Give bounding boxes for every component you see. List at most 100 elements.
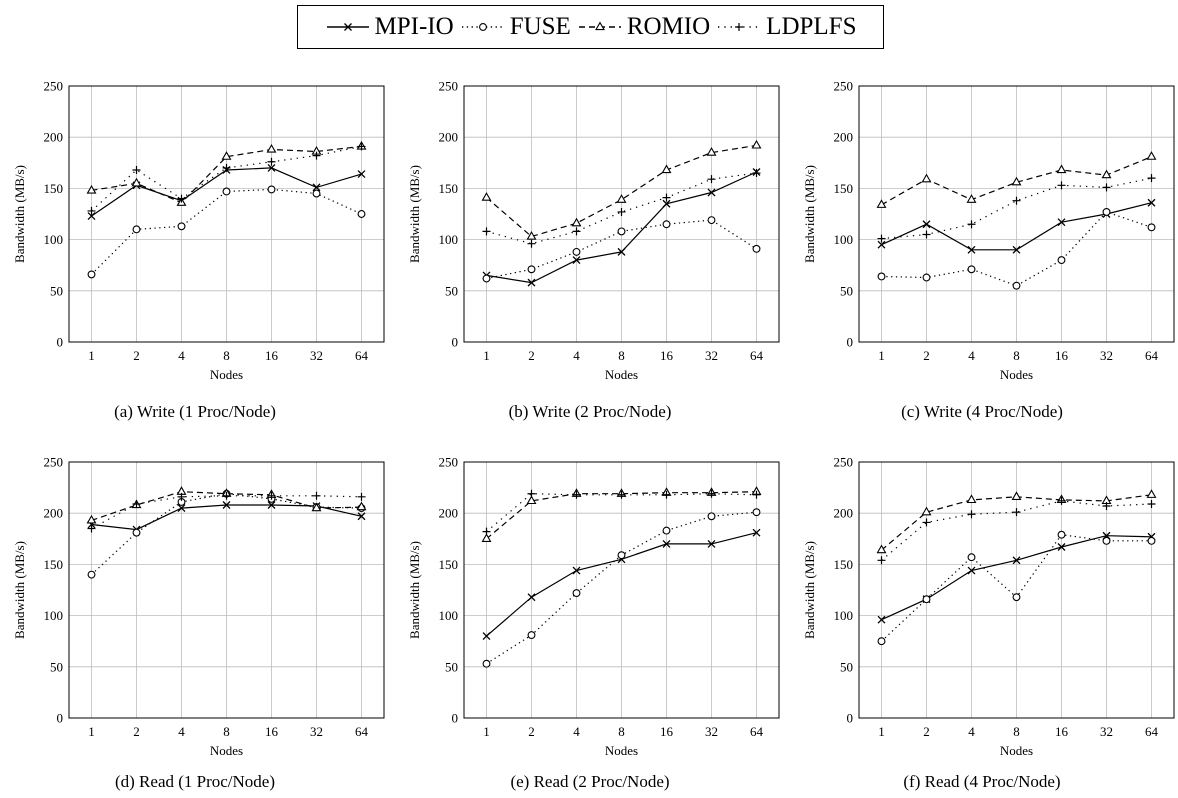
data-point-mpi-io	[617, 247, 626, 256]
data-point-mpi-io	[967, 566, 976, 575]
data-point-fuse	[357, 210, 366, 218]
y-axis-label: Bandwidth (MB/s)	[12, 165, 27, 263]
data-point-fuse	[707, 216, 716, 225]
data-point-ldplfs	[527, 489, 536, 498]
chart-legend: MPI-IO FUSE ROMIO LDPLFS	[297, 5, 884, 49]
data-point-ldplfs	[222, 163, 231, 172]
data-point-fuse	[752, 244, 761, 253]
x-axis-label: Nodes	[210, 743, 243, 758]
data-point-mpi-io	[222, 501, 231, 509]
y-axis-label: Bandwidth (MB/s)	[407, 541, 422, 639]
data-point-fuse	[132, 225, 141, 234]
chart-panel-d: 1 2 4 8 16 32 64 0 50 100 150 200 250 Nodes Bandwidth …	[0, 448, 395, 773]
plot-frame	[858, 85, 1175, 343]
data-point-romio	[921, 506, 932, 516]
data-point-ldplfs	[132, 165, 141, 174]
legend-label: LDPLFS	[766, 13, 857, 40]
legend-marker-romio	[594, 21, 605, 31]
legend-item-fuse: FUSE	[460, 13, 571, 41]
caption-c: (c) Write (4 Proc/Node)	[901, 402, 1063, 421]
data-point-ldplfs	[1057, 496, 1066, 505]
data-point-mpi-io	[177, 504, 186, 513]
plot-frame	[858, 461, 1175, 719]
series-romio	[876, 151, 1157, 208]
x-axis-label: Nodes	[1000, 367, 1033, 382]
data-point-fuse	[877, 637, 886, 646]
x-axis-label: Nodes	[605, 743, 638, 758]
data-point-romio	[876, 544, 887, 554]
data-point-fuse	[572, 589, 581, 598]
y-tick-label: 150	[439, 181, 459, 196]
data-point-romio	[1011, 176, 1022, 186]
data-point-ldplfs	[922, 230, 931, 239]
data-point-ldplfs	[1147, 174, 1156, 183]
x-axis-label: Nodes	[1000, 743, 1033, 758]
x-tick-label: 2	[528, 348, 535, 363]
data-point-ldplfs	[177, 194, 186, 203]
series-romio	[86, 486, 367, 524]
y-tick-label: 250	[44, 455, 64, 470]
series-fuse	[877, 530, 1156, 646]
series-mpi-io	[482, 168, 761, 287]
y-tick-label: 0	[847, 335, 854, 350]
data-point-romio	[921, 173, 932, 183]
data-point-mpi-io	[1057, 218, 1066, 227]
data-point-romio	[526, 231, 537, 240]
data-point-mpi-io	[662, 199, 671, 208]
x-tick-label: 64	[355, 724, 369, 739]
x-tick-label: 4	[573, 724, 580, 739]
x-tick-label: 32	[1100, 724, 1113, 739]
x-tick-label: 32	[310, 348, 323, 363]
y-tick-label: 100	[834, 232, 854, 247]
legend-swatch-ldplfs	[718, 23, 761, 31]
data-point-romio	[356, 501, 367, 511]
x-tick-label: 8	[1013, 348, 1020, 363]
y-tick-label: 100	[439, 232, 459, 247]
x-tick-label: 2	[923, 348, 930, 363]
y-tick-label: 50	[50, 659, 63, 674]
x-tick-label: 2	[528, 724, 535, 739]
y-axis-label: Bandwidth (MB/s)	[12, 541, 27, 639]
x-tick-label: 8	[618, 724, 625, 739]
data-point-ldplfs	[967, 220, 976, 229]
data-point-ldplfs	[267, 491, 276, 500]
x-tick-label: 64	[750, 348, 764, 363]
y-tick-label: 50	[445, 659, 458, 674]
data-point-ldplfs	[312, 151, 321, 160]
data-point-mpi-io	[267, 163, 276, 172]
legend-label: MPI-IO	[374, 13, 454, 40]
data-point-mpi-io	[877, 615, 886, 624]
x-tick-label: 1	[878, 724, 885, 739]
data-point-ldplfs	[87, 206, 96, 215]
data-point-fuse	[707, 512, 716, 521]
grid	[69, 85, 384, 343]
y-tick-label: 250	[834, 455, 854, 470]
data-point-ldplfs	[752, 169, 761, 178]
y-tick-label: 0	[452, 711, 459, 726]
data-point-romio	[661, 164, 672, 174]
legend-marker-ldplfs	[735, 23, 744, 31]
data-point-romio	[1146, 489, 1157, 498]
data-point-mpi-io	[1147, 198, 1156, 207]
data-point-romio	[751, 139, 762, 149]
caption-d: (d) Read (1 Proc/Node)	[114, 772, 276, 791]
y-axis-label: Bandwidth (MB/s)	[802, 541, 817, 639]
data-point-mpi-io	[357, 170, 366, 179]
series-ldplfs	[877, 496, 1156, 565]
data-point-ldplfs	[662, 193, 671, 202]
data-point-ldplfs	[1057, 181, 1066, 190]
chart-panel-b: 1 2 4 8 16 32 64 0 50 100 150 200 250 Nodes Bandwidth …	[395, 72, 790, 397]
data-point-mpi-io	[87, 212, 96, 221]
series-ldplfs	[482, 489, 761, 536]
x-tick-label: 1	[878, 348, 885, 363]
data-point-fuse	[752, 508, 761, 517]
legend-label: ROMIO	[626, 13, 711, 40]
data-point-fuse	[482, 274, 491, 283]
data-point-mpi-io	[357, 512, 366, 521]
data-point-fuse	[527, 265, 536, 274]
data-point-fuse	[877, 272, 886, 281]
data-point-fuse	[922, 273, 931, 282]
data-point-fuse	[662, 220, 671, 229]
data-point-fuse	[1057, 256, 1066, 265]
x-tick-label: 32	[1100, 348, 1113, 363]
